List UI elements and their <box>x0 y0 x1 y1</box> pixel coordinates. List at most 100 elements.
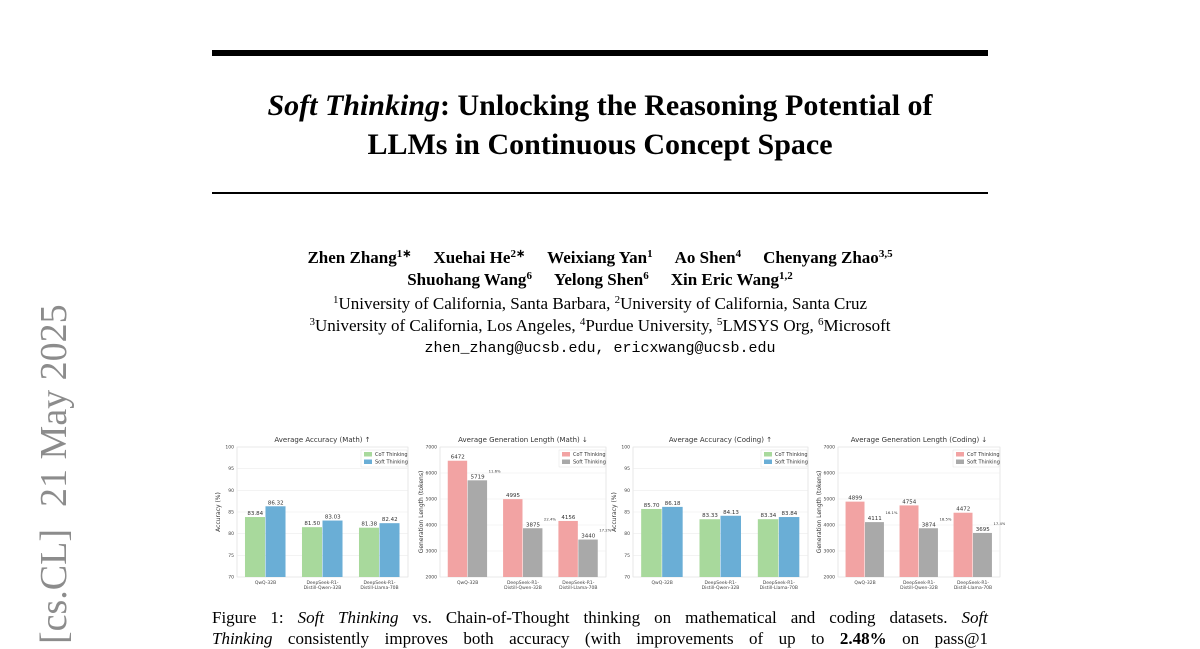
author-name: Ao Shen <box>674 248 736 267</box>
legend-swatch <box>956 459 964 464</box>
value-label: 81.38 <box>361 522 377 528</box>
title-rest: : Unlocking the Reasoning Potential of <box>440 89 933 122</box>
legend-box <box>558 449 606 468</box>
y-axis-label: Generation Length (tokens) <box>816 471 823 554</box>
reduction-label: 17.2% <box>599 528 611 533</box>
bar <box>358 527 379 577</box>
value-label: 4156 <box>561 515 575 521</box>
title-line: LLMs in Continuous Concept Space <box>367 128 833 161</box>
caption-text: Soft <box>961 608 988 627</box>
value-label: 3695 <box>976 527 990 533</box>
email: ericxwang@ucsb.edu <box>613 340 776 357</box>
y-tick-label: 2000 <box>426 575 438 581</box>
bar <box>447 460 468 577</box>
affiliation-row: 1University of California, Santa Barbara… <box>212 293 988 315</box>
bar <box>699 519 720 577</box>
affiliation-name: Purdue University, <box>585 316 713 335</box>
author-sup: 1,2 <box>779 270 793 282</box>
legend-label: CoT Thinking <box>775 452 808 458</box>
author-sup: 1 <box>647 248 653 260</box>
bar <box>757 519 779 577</box>
value-label: 4995 <box>506 493 520 499</box>
author-row: Shuohang Wang6 Yelong Shen6 Xin Eric Wang1… <box>212 269 988 291</box>
affiliation-row: 3University of California, Los Angeles, … <box>212 315 988 337</box>
chart-title: Average Generation Length (Math) ↓ <box>458 436 588 444</box>
y-tick-label: 3000 <box>426 549 438 555</box>
emails: zhen_zhang@ucsb.edu, ericxwang@ucsb.edu <box>212 340 988 357</box>
legend-label: CoT Thinking <box>967 452 1000 458</box>
x-tick-label: QwQ-32B <box>652 580 673 586</box>
top-rule <box>212 50 988 56</box>
y-tick-label: 7000 <box>824 445 836 451</box>
x-tick-label: DeepSeek-R1-Distill-Llama-70B <box>760 580 798 591</box>
bar <box>379 523 400 577</box>
value-label: 86.18 <box>665 501 681 507</box>
bar <box>919 528 938 577</box>
value-label: 84.13 <box>723 510 739 516</box>
title-rule <box>212 192 988 194</box>
caption-text: Figure 1: <box>212 608 298 627</box>
y-tick-label: 90 <box>228 488 234 494</box>
caption-text: Thinking <box>212 629 273 648</box>
affiliation-sup: 3 <box>309 316 315 328</box>
y-tick-label: 70 <box>624 575 630 581</box>
value-label: 83.03 <box>325 515 341 521</box>
affiliation-sup: 6 <box>817 316 824 328</box>
value-label: 3875 <box>526 522 540 528</box>
arxiv-stamp: [cs.CL] 21 May 2025 <box>33 304 75 644</box>
affiliation-name: LMSYS Org, <box>722 316 814 335</box>
x-tick-label: DeepSeek-R1-Distill-Qwen-32B <box>702 580 740 591</box>
stamp-text: [cs.CL] 21 May 2025 <box>33 304 75 644</box>
y-tick-label: 5000 <box>426 497 438 503</box>
y-tick-label: 75 <box>228 553 234 559</box>
affiliation-name: University of California, Santa Barbara, <box>338 294 611 313</box>
x-tick-label: DeepSeek-R1-Distill-Qwen-32B <box>504 580 542 591</box>
title-italic: Soft Thinking <box>267 89 441 122</box>
figure: Average Accuracy (Math) ↑ Accuracy (%) 70 7… <box>215 436 1005 591</box>
x-tick-label: QwQ-32B <box>255 580 276 586</box>
bar <box>845 501 865 577</box>
author: Shuohang Wang6 <box>407 270 532 289</box>
bar <box>322 520 343 577</box>
bar <box>244 517 265 577</box>
legend-swatch <box>562 452 570 457</box>
authors: Zhen Zhang1∗ Xuehai He2∗ Weixiang Yan1 Ao S… <box>212 247 988 291</box>
value-label: 83.84 <box>781 511 797 517</box>
author-name: Yelong Shen <box>553 270 644 289</box>
reduction-label: 22.4% <box>544 516 556 521</box>
y-tick-label: 85 <box>228 510 234 516</box>
reduction-label: 17.4% <box>993 521 1005 526</box>
chart-title: Average Generation Length (Coding) ↓ <box>851 436 988 444</box>
y-tick-label: 90 <box>624 488 630 494</box>
value-label: 83.33 <box>702 513 718 519</box>
email: zhen_zhang@ucsb.edu, <box>424 340 605 357</box>
y-tick-label: 4000 <box>824 523 836 529</box>
value-label: 3874 <box>922 522 936 528</box>
value-label: 4111 <box>868 516 882 522</box>
bar <box>778 517 800 577</box>
author: Xin Eric Wang1,2 <box>671 270 793 289</box>
y-tick-label: 80 <box>228 531 234 537</box>
value-label: 83.34 <box>760 513 776 519</box>
legend-box <box>360 449 408 468</box>
legend-label: CoT Thinking <box>375 452 408 458</box>
chart-title: Average Accuracy (Coding) ↑ <box>669 436 772 444</box>
x-tick-label: DeepSeek-R1-Distill-Qwen-32B <box>304 580 342 591</box>
x-tick-label: QwQ-32B <box>854 580 875 586</box>
author-sup: 2∗ <box>510 248 526 260</box>
caption-text: vs. Chain-of-Thought thinking on mathema… <box>398 608 962 627</box>
bar <box>503 499 523 577</box>
author: Zhen Zhang1∗ <box>307 248 411 267</box>
author-name: Xuehai He <box>433 248 511 267</box>
legend-swatch <box>562 459 570 464</box>
affiliation-sup: 2 <box>614 294 621 306</box>
legend-swatch <box>364 459 372 464</box>
author-name: Weixiang Yan <box>547 248 648 267</box>
x-tick-label: QwQ-32B <box>457 580 478 586</box>
affiliation-name: University of California, Los Angeles, <box>314 316 576 335</box>
caption-text: on pass@1 <box>886 629 988 648</box>
paper-title: Soft Thinking: Unlocking the Reasoning P… <box>212 86 988 164</box>
y-tick-label: 7000 <box>426 445 438 451</box>
y-tick-label: 70 <box>228 575 234 581</box>
bar <box>662 506 683 577</box>
